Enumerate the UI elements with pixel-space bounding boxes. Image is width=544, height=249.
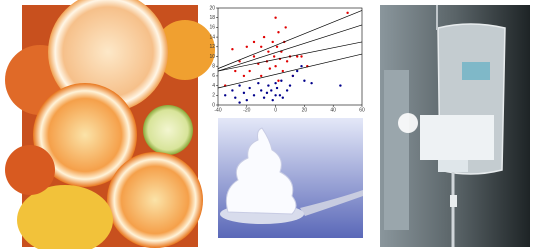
data-point — [238, 101, 240, 103]
data-point — [300, 55, 302, 57]
data-point — [231, 89, 233, 91]
data-point — [266, 92, 268, 94]
x-tick-label: 60 — [359, 107, 365, 113]
x-tick-label: 20 — [302, 107, 308, 113]
data-point — [272, 41, 274, 43]
data-point — [260, 46, 262, 48]
data-point — [253, 55, 255, 57]
data-point — [246, 46, 248, 48]
data-point — [289, 84, 291, 86]
data-point — [234, 97, 236, 99]
data-point — [260, 89, 262, 91]
data-point — [224, 94, 226, 96]
data-point — [234, 70, 236, 72]
data-point — [272, 99, 274, 101]
y-tick-label: 12 — [209, 44, 215, 50]
y-tick-label: 4 — [212, 83, 215, 89]
data-point — [267, 50, 269, 52]
data-point — [270, 89, 272, 91]
data-point — [246, 99, 248, 101]
data-point — [274, 82, 276, 84]
data-point — [292, 75, 294, 77]
data-point — [282, 97, 284, 99]
data-point — [263, 97, 265, 99]
x-tick-label: 40 — [330, 107, 336, 113]
data-point — [280, 80, 282, 82]
data-point — [300, 65, 302, 67]
data-point — [248, 70, 250, 72]
data-point — [286, 60, 288, 62]
data-point — [286, 89, 288, 91]
y-tick-label: 2 — [212, 93, 215, 99]
data-point — [260, 75, 262, 77]
y-tick-label: 20 — [209, 5, 215, 11]
x-tick-label: -20 — [243, 107, 250, 113]
data-point — [243, 75, 245, 77]
data-point — [282, 70, 284, 72]
data-point — [274, 94, 276, 96]
data-point — [274, 65, 276, 67]
collage: 02468101214161820-40-200204060 — [0, 0, 544, 249]
data-point — [267, 84, 269, 86]
y-tick-label: 6 — [212, 73, 215, 79]
y-tick-label: 10 — [209, 54, 215, 60]
data-point — [339, 84, 341, 86]
data-point — [276, 46, 278, 48]
data-point — [310, 82, 312, 84]
data-point — [257, 82, 259, 84]
data-point — [248, 87, 250, 89]
y-tick-label: 14 — [209, 34, 215, 40]
data-point — [253, 94, 255, 96]
data-point — [284, 26, 286, 28]
cream-photo — [218, 118, 363, 238]
y-tick-label: 16 — [209, 25, 215, 31]
data-point — [277, 31, 279, 33]
y-tick-label: 18 — [209, 15, 215, 21]
data-point — [231, 48, 233, 50]
data-point — [243, 92, 245, 94]
page: {"chart_data": {"type": "scatter", "xlim… — [0, 0, 544, 249]
data-point — [263, 36, 265, 38]
data-point — [253, 41, 255, 43]
citrus-photo — [5, 0, 215, 249]
x-tick-label: 0 — [274, 107, 277, 113]
data-point — [303, 80, 305, 82]
iv-photo — [380, 5, 530, 247]
data-point — [274, 17, 276, 19]
data-point — [273, 55, 275, 57]
data-point — [346, 12, 348, 14]
x-tick-label: -40 — [214, 107, 221, 113]
data-point — [277, 80, 279, 82]
y-tick-label: 8 — [212, 64, 215, 70]
data-point — [269, 67, 271, 69]
data-point — [279, 94, 281, 96]
data-point — [276, 87, 278, 89]
data-point — [296, 55, 298, 57]
data-point — [296, 70, 298, 72]
data-point — [238, 84, 240, 86]
